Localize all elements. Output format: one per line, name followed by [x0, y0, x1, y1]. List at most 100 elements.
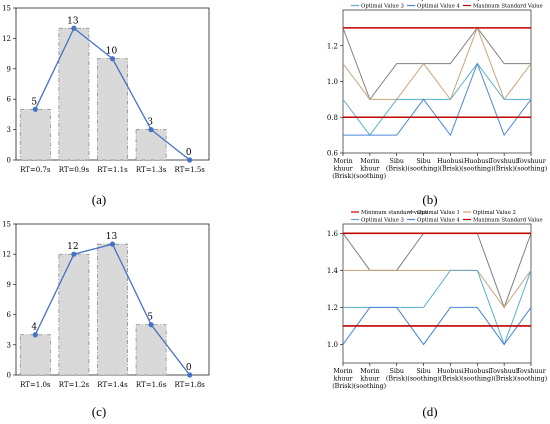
x-tick-label: (soothing): [515, 376, 547, 383]
data-label: 0: [186, 363, 192, 373]
series-line: [343, 269, 532, 309]
y-tick-label: 0.6: [327, 150, 339, 158]
x-tick-label: RT=1.5s: [174, 166, 205, 174]
caption-c: (c): [91, 404, 107, 419]
legend-label: Minimum standard value: [361, 0, 428, 2]
y-tick-label: 0: [7, 157, 11, 165]
x-tick-label: (soothing): [407, 376, 439, 383]
trend-point: [32, 106, 38, 112]
x-tick-label: Sibu: [390, 368, 404, 375]
series-line: [342, 27, 531, 101]
plot-frame: [342, 223, 532, 364]
legend-label: Minimum standard value: [361, 210, 428, 216]
trend-point: [148, 322, 154, 328]
legend-label: Optimal Value 3: [361, 218, 404, 224]
x-tick-label: (Brisk): [440, 166, 462, 173]
x-tick-label: Morin: [333, 158, 352, 165]
x-tick-label: (Brisk): [386, 166, 408, 173]
series-line: [342, 26, 532, 101]
x-tick-label: Huobusi: [437, 158, 464, 165]
x-tick-label: Morin: [360, 368, 379, 375]
y-tick-label: 9: [7, 281, 11, 289]
data-label: 12: [67, 242, 78, 252]
x-tick-label: RT=1.0s: [20, 381, 51, 389]
x-tick-label: Morin: [333, 368, 352, 375]
bar: [135, 324, 167, 376]
legend-label: Maximum Standard Value: [473, 4, 543, 10]
x-tick-label: Huobusi: [464, 368, 491, 375]
legend-label: Optimal Value 2: [473, 0, 516, 2]
x-tick-label: (soothing): [407, 166, 439, 173]
x-tick-label: RT=1.4s: [97, 381, 128, 389]
trend-point: [109, 241, 116, 247]
data-label: 4: [31, 323, 37, 333]
data-label: 13: [106, 232, 118, 242]
data-label: 5: [147, 313, 153, 323]
bar: [58, 27, 90, 161]
x-tick-label: RT=0.9s: [59, 166, 90, 174]
legend-label: Optimal Value 2: [473, 210, 516, 216]
series-line: [342, 62, 531, 136]
trend-point: [109, 56, 116, 62]
x-tick-label: Sibu: [416, 368, 430, 375]
x-tick-label: khuur: [334, 166, 354, 173]
bar: [58, 253, 90, 376]
x-tick-label: khuur: [334, 376, 354, 383]
y-tick-label: 12: [2, 251, 11, 259]
bar: [97, 243, 128, 376]
x-tick-label: Sibu: [390, 158, 404, 165]
x-tick-label: RT=1.3s: [136, 166, 167, 174]
x-tick-label: (soothing): [354, 383, 386, 390]
y-tick-label: 12: [2, 35, 11, 43]
data-label: 0: [186, 148, 192, 158]
trend-point: [148, 127, 154, 133]
data-label: 3: [147, 118, 153, 128]
trend-point: [187, 157, 193, 163]
x-tick-label: RT=1.2s: [59, 381, 90, 389]
x-tick-label: Sibu: [416, 158, 430, 165]
caption-d: (d): [422, 404, 438, 419]
y-tick-label: 1.4: [327, 267, 339, 275]
y-tick-label: 0: [7, 372, 11, 380]
caption-a: (a): [91, 192, 107, 207]
bar: [19, 108, 51, 161]
x-tick-label: khuur: [360, 166, 380, 173]
y-tick-label: 1.6: [327, 230, 339, 238]
x-tick-label: (Brisk): [332, 383, 354, 390]
y-tick-label: 15: [2, 221, 11, 229]
trend-point: [187, 372, 193, 378]
x-tick-label: (Brisk): [386, 376, 408, 383]
y-tick-label: 15: [2, 5, 11, 13]
x-tick-label: Huobusi: [437, 368, 464, 375]
x-tick-label: Tovshuur: [516, 368, 546, 375]
caption-b: (b): [422, 192, 438, 207]
y-tick-label: 1.2: [327, 304, 338, 312]
x-tick-label: (soothing): [461, 166, 493, 173]
y-tick-label: 1.2: [327, 42, 338, 50]
legend-label: Optimal Value 1: [417, 0, 460, 2]
y-tick-label: 6: [7, 311, 12, 319]
x-tick-label: (soothing): [354, 173, 386, 180]
x-tick-label: Morin: [360, 158, 379, 165]
x-tick-label: RT=0.7s: [20, 166, 51, 174]
legend-label: Optimal Value 4: [417, 218, 461, 224]
x-tick-label: Huobusi: [464, 158, 491, 165]
trend-point: [32, 332, 38, 338]
y-tick-label: 3: [7, 126, 11, 134]
data-label: 5: [31, 97, 37, 107]
x-tick-label: (Brisk): [493, 376, 515, 383]
x-tick-label: (Brisk): [493, 166, 515, 173]
bar: [19, 334, 51, 376]
x-tick-label: (soothing): [461, 376, 493, 383]
x-tick-label: Tovshuur: [489, 368, 519, 375]
y-tick-label: 1.0: [327, 78, 338, 86]
x-tick-label: RT=1.8s: [174, 381, 205, 389]
y-tick-label: 1.0: [327, 341, 338, 349]
bar: [97, 58, 128, 161]
legend-label: Maximum Standard Value: [473, 218, 543, 224]
bar: [135, 129, 167, 161]
x-tick-label: Tovshuur: [489, 158, 519, 165]
trend-point: [71, 25, 77, 31]
y-tick-label: 0.8: [327, 114, 338, 122]
